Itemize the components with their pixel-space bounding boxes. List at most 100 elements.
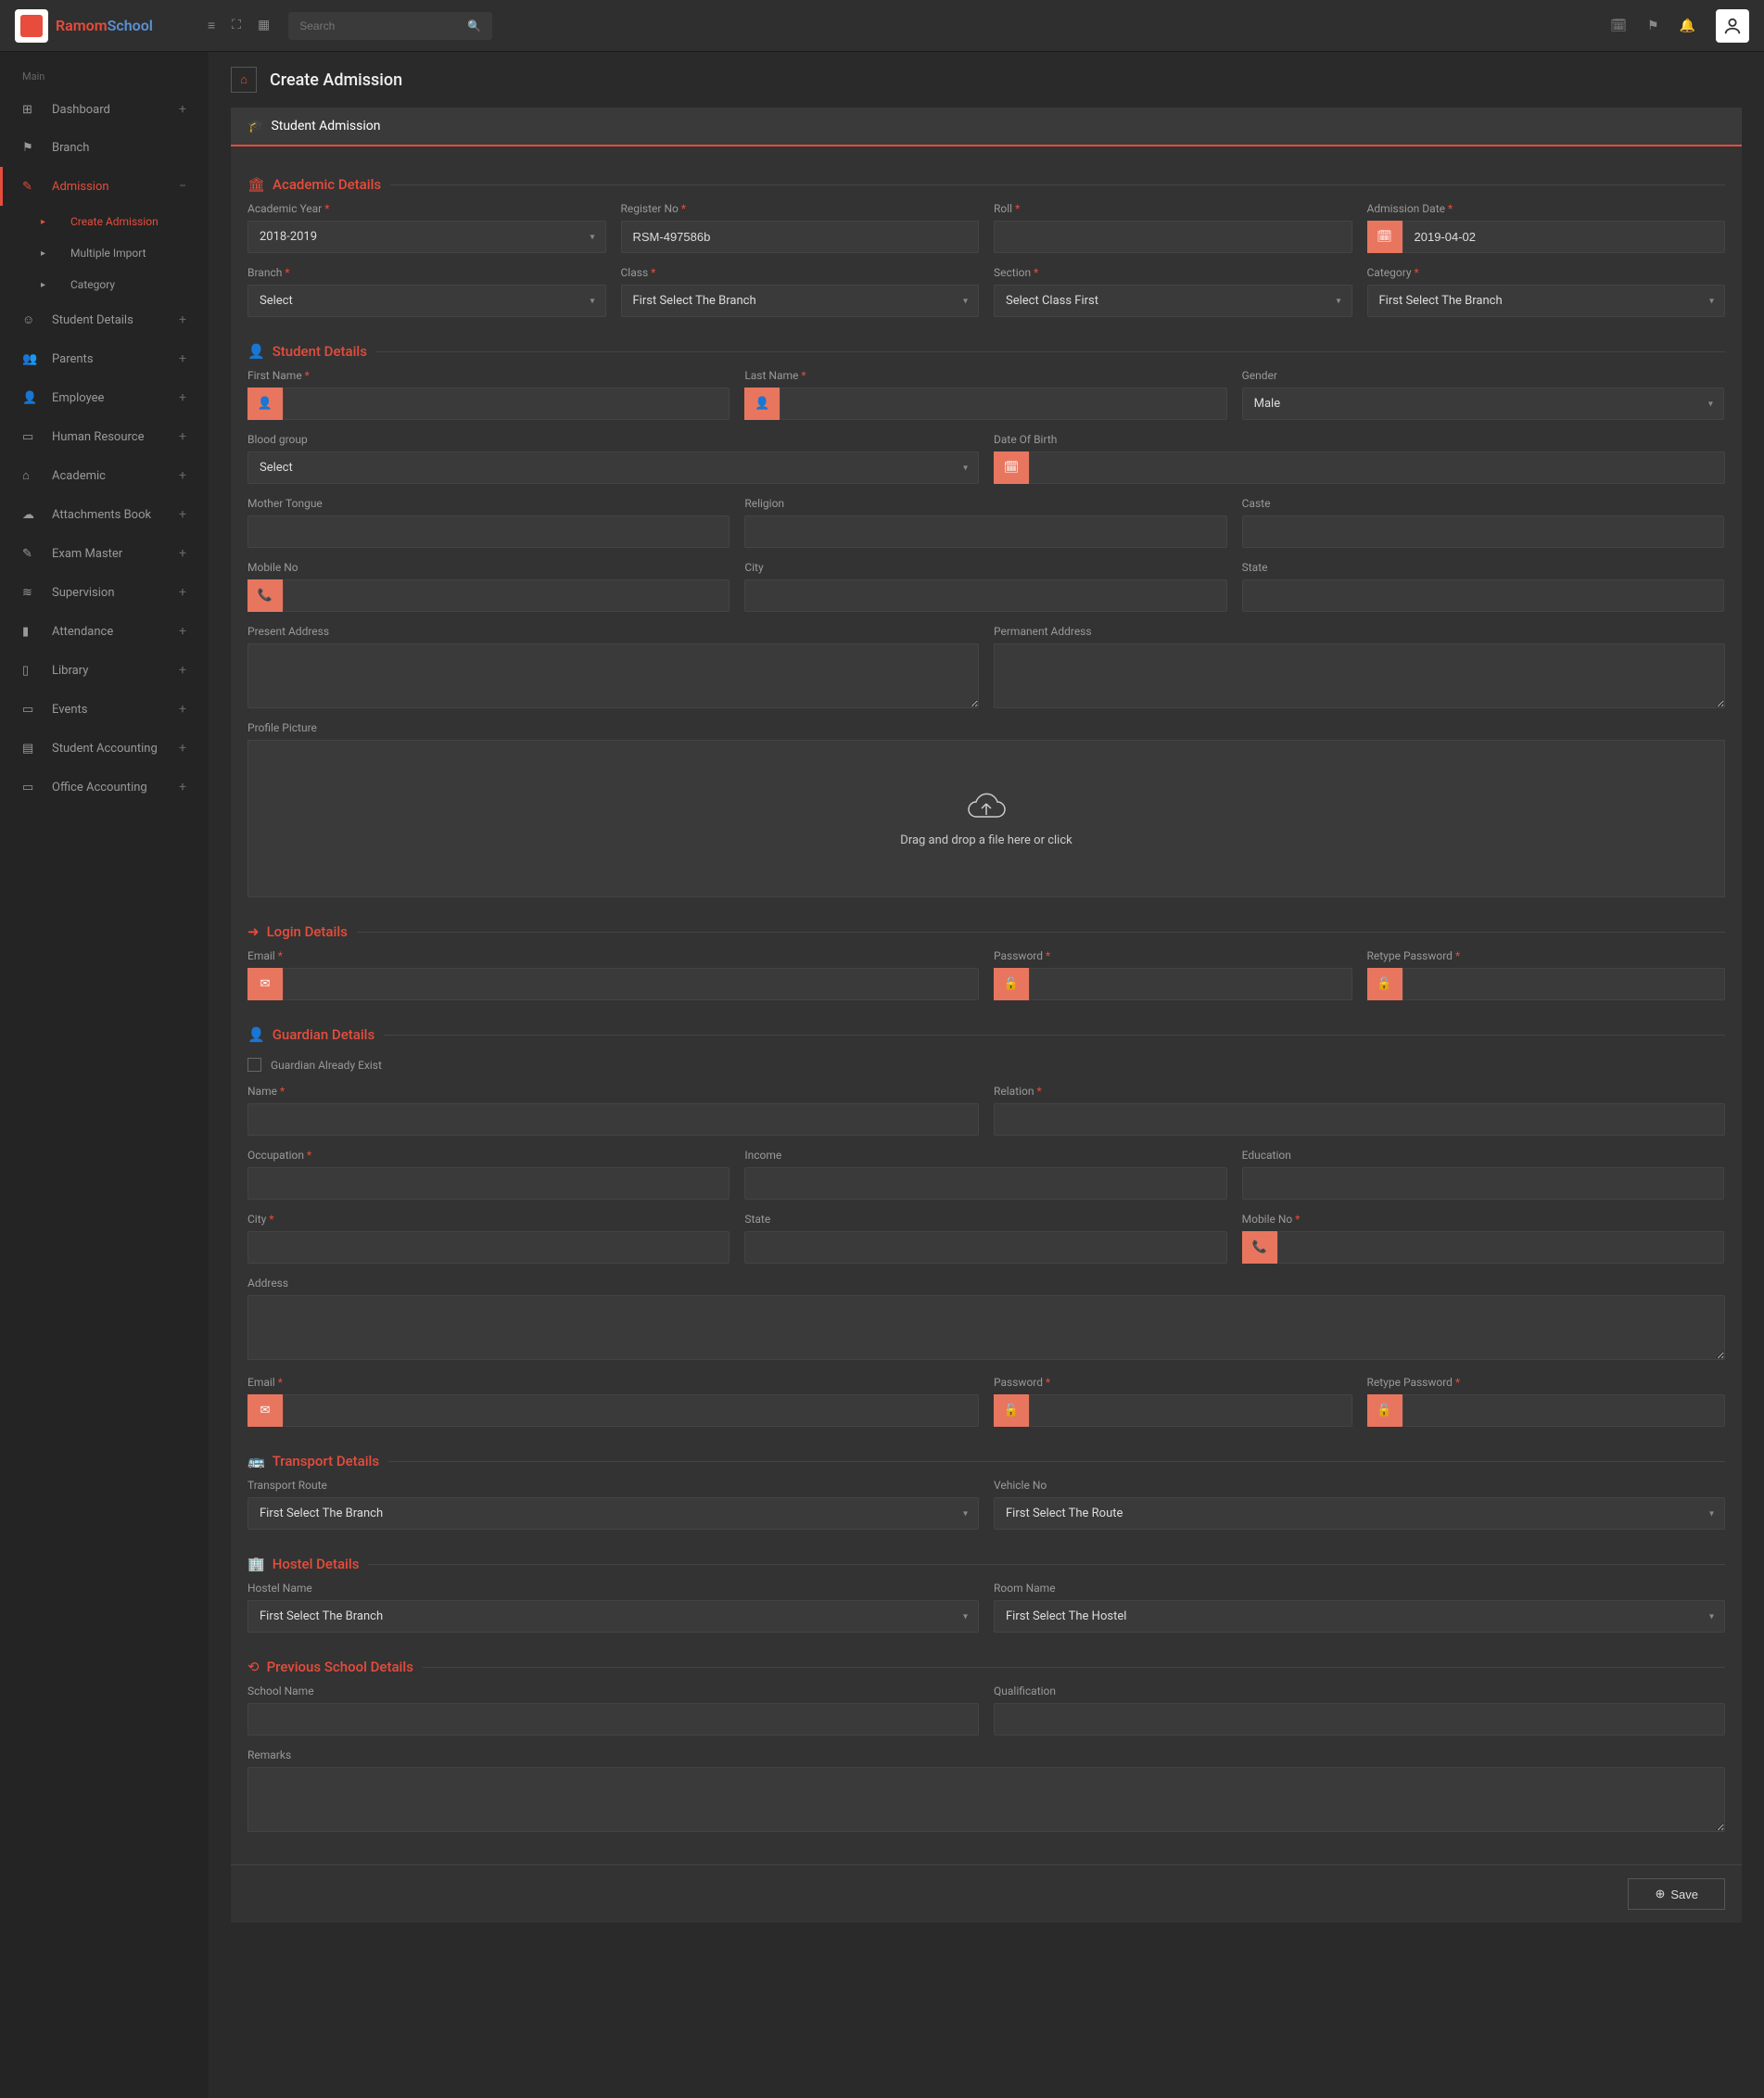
input-g-password[interactable] (1029, 1394, 1352, 1427)
input-g-name[interactable] (247, 1103, 979, 1136)
textarea-remarks[interactable] (247, 1767, 1725, 1832)
user-icon: 👤 (247, 343, 265, 360)
sidebar-item-exam-master[interactable]: ✎Exam Master+ (0, 534, 209, 573)
select-hostel-name[interactable]: First Select The Branch (247, 1600, 979, 1633)
select-vehicle-no[interactable]: First Select The Route (994, 1497, 1725, 1530)
sidebar-item-student-accounting[interactable]: ▤Student Accounting+ (0, 729, 209, 768)
input-roll[interactable] (994, 221, 1352, 253)
home-icon[interactable]: ⌂ (231, 67, 257, 93)
input-state[interactable] (1242, 579, 1724, 612)
select-category[interactable]: First Select The Branch (1367, 285, 1726, 317)
plus-circle-icon: ⊕ (1655, 1887, 1665, 1901)
sidebar-item-attendance[interactable]: ▮Attendance+ (0, 612, 209, 651)
sidebar-item-supervision[interactable]: ≋Supervision+ (0, 573, 209, 612)
label-blood-group: Blood group (247, 433, 979, 446)
sidebar-item-office-accounting[interactable]: ▭Office Accounting+ (0, 768, 209, 807)
input-last-name[interactable] (780, 388, 1226, 420)
input-g-retype-password[interactable] (1402, 1394, 1726, 1427)
input-password[interactable] (1029, 968, 1352, 1000)
input-email[interactable] (283, 968, 979, 1000)
page-title: Create Admission (270, 70, 402, 90)
sidebar-item-dashboard[interactable]: ⊞Dashboard+ (0, 90, 209, 129)
sidebar-item-events[interactable]: ▭Events+ (0, 690, 209, 729)
input-mobile[interactable] (283, 579, 730, 612)
input-g-state[interactable] (744, 1231, 1226, 1264)
nav-icon: ✎ (22, 547, 41, 561)
sidebar-item-admission[interactable]: ✎Admission− (0, 167, 209, 206)
panel-header: 🎓 Student Admission (231, 108, 1742, 146)
input-register-no[interactable] (621, 221, 980, 253)
sidebar-subitem-multiple-import[interactable]: ▸Multiple Import (19, 237, 209, 269)
bell-icon[interactable]: 🔔 (1680, 19, 1695, 33)
sidebar-item-academic[interactable]: ⌂Academic+ (0, 456, 209, 495)
textarea-g-address[interactable] (247, 1295, 1725, 1360)
label-mobile: Mobile No (247, 561, 730, 574)
sidebar-item-branch[interactable]: ⚑Branch (0, 129, 209, 167)
cloud-upload-icon (964, 791, 1009, 824)
input-g-mobile[interactable] (1277, 1231, 1724, 1264)
textarea-permanent-address[interactable] (994, 643, 1725, 708)
select-gender[interactable]: Male (1242, 388, 1724, 420)
nav-label: Supervision (52, 586, 115, 600)
menu-toggle-icon[interactable]: ≡ (208, 18, 215, 33)
input-caste[interactable] (1242, 515, 1724, 548)
input-g-city[interactable] (247, 1231, 730, 1264)
select-blood-group[interactable]: Select (247, 451, 979, 484)
history-icon: ⟲ (247, 1659, 260, 1675)
select-section[interactable]: Select Class First (994, 285, 1352, 317)
sidebar-subitem-create-admission[interactable]: ▸Create Admission (19, 206, 209, 237)
sidebar-subitem-category[interactable]: ▸Category (19, 269, 209, 300)
input-g-email[interactable] (283, 1394, 979, 1427)
input-first-name[interactable] (283, 388, 730, 420)
nav-icon: ▭ (22, 430, 41, 444)
sidebar-item-parents[interactable]: 👥Parents+ (0, 339, 209, 378)
expand-icon: + (179, 663, 186, 678)
grid-icon[interactable]: ▦ (258, 18, 270, 33)
textarea-present-address[interactable] (247, 643, 979, 708)
select-transport-route[interactable]: First Select The Branch (247, 1497, 979, 1530)
logo[interactable]: RamomSchool (15, 9, 200, 43)
sidebar-item-library[interactable]: ▯Library+ (0, 651, 209, 690)
select-class[interactable]: First Select The Branch (621, 285, 980, 317)
input-g-relation[interactable] (994, 1103, 1725, 1136)
input-dob[interactable] (1029, 451, 1725, 484)
nav-icon: ▮ (22, 625, 41, 639)
sidebar-item-student-details[interactable]: ☺Student Details+ (0, 300, 209, 339)
input-school-name[interactable] (247, 1703, 979, 1736)
search-box: 🔍 (288, 12, 492, 40)
sidebar-item-attachments-book[interactable]: ☁Attachments Book+ (0, 495, 209, 534)
fullscreen-icon[interactable]: ⛶ (232, 18, 241, 33)
guardian-exist-checkbox[interactable]: Guardian Already Exist (247, 1052, 1725, 1085)
label-retype-password: Retype Password * (1367, 949, 1726, 962)
nav-label: Attendance (52, 625, 113, 639)
building-icon: 🏛 (247, 176, 265, 193)
sidebar-item-employee[interactable]: 👤Employee+ (0, 378, 209, 417)
input-g-education[interactable] (1242, 1167, 1724, 1200)
select-branch[interactable]: Select (247, 285, 606, 317)
input-retype-password[interactable] (1402, 968, 1726, 1000)
search-input[interactable] (299, 19, 467, 32)
flag-icon[interactable]: ⚑ (1647, 19, 1659, 33)
calendar-icon[interactable]: 🗓 (1610, 19, 1627, 33)
sidebar-item-human-resource[interactable]: ▭Human Resource+ (0, 417, 209, 456)
input-city[interactable] (744, 579, 1226, 612)
nav-label: Academic (52, 469, 106, 483)
expand-icon: + (179, 390, 186, 405)
input-religion[interactable] (744, 515, 1226, 548)
label-section: Section * (994, 266, 1352, 279)
input-g-income[interactable] (744, 1167, 1226, 1200)
nav-icon: ▭ (22, 781, 41, 795)
profile-picture-dropzone[interactable]: Drag and drop a file here or click (247, 740, 1725, 897)
label-g-relation: Relation * (994, 1085, 1725, 1098)
select-room-name[interactable]: First Select The Hostel (994, 1600, 1725, 1633)
input-mother-tongue[interactable] (247, 515, 730, 548)
input-g-occupation[interactable] (247, 1167, 730, 1200)
user-avatar[interactable] (1716, 9, 1749, 43)
search-icon[interactable]: 🔍 (467, 19, 481, 32)
envelope-addon-icon: ✉ (247, 968, 283, 1000)
label-g-password: Password * (994, 1376, 1352, 1389)
input-qualification[interactable] (994, 1703, 1725, 1736)
select-academic-year[interactable]: 2018-2019 (247, 221, 606, 253)
input-admission-date[interactable] (1402, 221, 1726, 253)
save-button[interactable]: ⊕ Save (1628, 1878, 1725, 1910)
